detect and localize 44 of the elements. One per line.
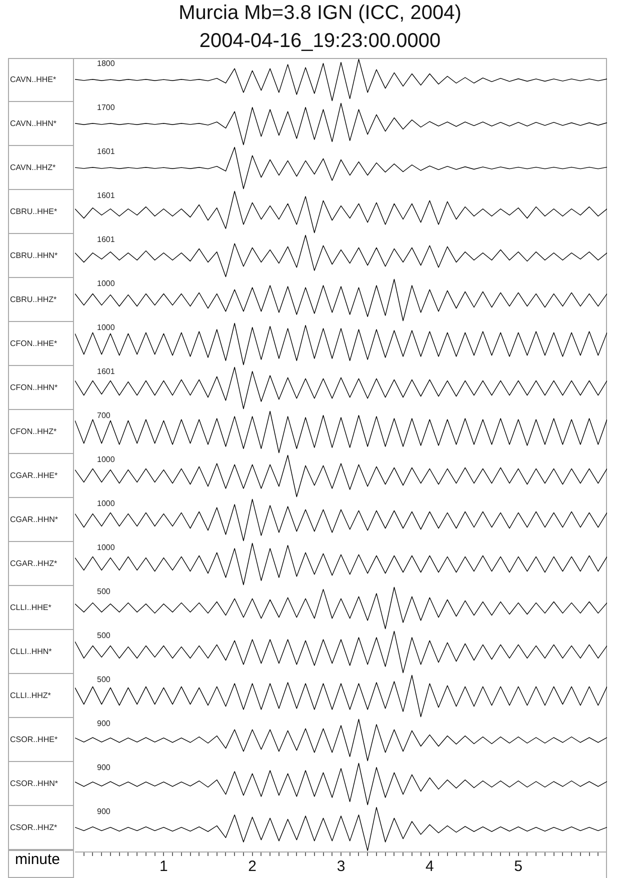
annotation: 1601 (97, 147, 116, 156)
y-axis-title: CGAR..HHE* (8, 454, 74, 498)
x-axis-title: minute (8, 850, 74, 878)
annotation: 1700 (97, 103, 116, 112)
annotation: 500 (97, 631, 111, 640)
annotation: 1800 (97, 59, 116, 68)
annotation: 500 (97, 675, 111, 684)
y-axis-title: CSOR..HHE* (8, 718, 74, 762)
annotation: 700 (97, 411, 111, 420)
y-axis-title: CBRU..HHE* (8, 190, 74, 234)
y-axis-title: CSOR..HHN* (8, 762, 74, 806)
y-axis-title: CBRU..HHN* (8, 234, 74, 278)
x-tick-label: 2 (248, 858, 257, 876)
y-axis-title: CAVN..HHZ* (8, 146, 74, 190)
y-axis-title: CSOR..HHZ* (8, 806, 74, 850)
annotation: 500 (97, 587, 111, 596)
y-axis-title: CLLI..HHE* (8, 586, 74, 630)
annotation: 900 (97, 807, 111, 816)
annotation: 1601 (97, 191, 116, 200)
y-axis-title: CLLI..HHN* (8, 630, 74, 674)
x-tick-label: 3 (336, 858, 346, 876)
annotation: 900 (97, 763, 111, 772)
x-tick-label: 5 (514, 858, 523, 876)
annotation: 1000 (97, 455, 116, 464)
y-axis-title: CLLI..HHZ* (8, 674, 74, 718)
y-axis-title: CAVN..HHE* (8, 58, 74, 102)
chart-title: Murcia Mb=3.8 IGN (ICC, 2004) (178, 2, 462, 25)
annotation: 1000 (97, 323, 116, 332)
annotation: 1601 (97, 235, 116, 244)
y-axis-title: CAVN..HHN* (8, 102, 74, 146)
annotation: 1000 (97, 499, 116, 508)
x-tick-label: 1 (159, 858, 168, 876)
y-axis-title: CFON..HHN* (8, 366, 74, 410)
y-axis-title: CFON..HHE* (8, 322, 74, 366)
y-axis-title: CFON..HHZ* (8, 410, 74, 454)
annotation: 1601 (97, 367, 116, 376)
y-axis-title: CGAR..HHZ* (8, 542, 74, 586)
x-tick-label: 4 (425, 858, 434, 876)
chart-subtitle: 2004-04-16_19:23:00.0000 (198, 30, 442, 53)
annotation: 1000 (97, 279, 116, 288)
annotation: 1000 (97, 543, 116, 552)
annotation: 900 (97, 719, 111, 728)
y-axis-title: CGAR..HHN* (8, 498, 74, 542)
y-axis-title: CBRU..HHZ* (8, 278, 74, 322)
